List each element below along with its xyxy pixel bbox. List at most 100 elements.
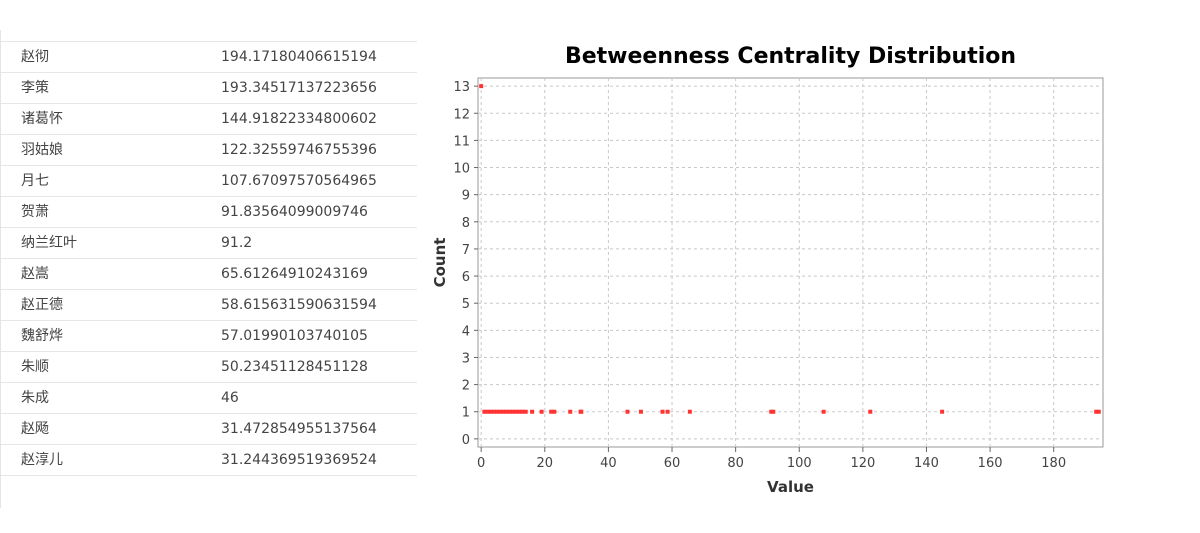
table-row[interactable]: 赵飏 31.472854955137564 (1, 414, 417, 445)
x-tick-label: 180 (1041, 456, 1066, 471)
name-cell: 朱顺 (21, 359, 49, 375)
table-row[interactable]: 赵淳儿 31.244369519369524 (1, 445, 417, 476)
data-point (1094, 409, 1099, 414)
name-cell: 赵嵩 (21, 266, 49, 282)
x-axis-label: Value (767, 478, 814, 496)
data-point (523, 409, 528, 414)
y-tick-label: 2 (462, 379, 470, 394)
data-point (568, 409, 573, 414)
data-point (579, 409, 584, 414)
data-point (530, 409, 535, 414)
name-cell: 魏舒烨 (21, 328, 63, 344)
data-point (638, 409, 643, 414)
x-tick-label: 100 (787, 456, 812, 471)
data-point (482, 409, 487, 414)
plot-area (477, 77, 1104, 448)
data-point (771, 409, 776, 414)
score-cell: 91.2 (221, 235, 253, 251)
data-point (498, 409, 503, 414)
name-cell: 朱成 (21, 390, 49, 406)
column-header-score[interactable]: score (221, 30, 264, 40)
name-cell: 诸葛怀 (21, 111, 63, 127)
table-row[interactable]: 羽姑娘 122.32559746755396 (1, 135, 417, 166)
y-axis-label: Count (431, 238, 449, 288)
table-row[interactable]: 朱成 46 (1, 383, 417, 414)
data-point (507, 409, 512, 414)
score-cell: 31.472854955137564 (221, 421, 377, 437)
data-point (868, 409, 873, 414)
table-row[interactable]: 月七 107.67097570564965 (1, 166, 417, 197)
x-tick-label: 160 (978, 456, 1003, 471)
data-point (665, 409, 670, 414)
score-cell: 144.91822334800602 (221, 111, 377, 127)
score-cell: 50.23451128451128 (221, 359, 368, 375)
x-tick-label: 120 (850, 456, 875, 471)
data-point (520, 409, 525, 414)
data-point (514, 409, 519, 414)
y-tick-label: 11 (453, 134, 470, 149)
data-point (1096, 409, 1101, 414)
name-cell: 赵淳儿 (21, 452, 63, 468)
x-tick-label: 80 (727, 456, 744, 471)
table-row[interactable]: 纳兰红叶 91.2 (1, 228, 417, 259)
x-tick-label: 60 (664, 456, 681, 471)
name-cell: 赵正德 (21, 297, 63, 313)
data-point (769, 409, 774, 414)
data-point (491, 409, 496, 414)
data-point (625, 409, 630, 414)
data-point (552, 409, 557, 414)
name-cell: 赵飏 (21, 421, 49, 437)
column-header-name[interactable]: name (21, 30, 65, 40)
score-cell: 91.83564099009746 (221, 204, 368, 220)
table-body: 赵彻 194.17180406615194 李策 193.34517137223656… (1, 42, 417, 476)
y-tick-label: 0 (462, 433, 470, 448)
x-tick-label: 0 (477, 456, 485, 471)
y-tick-label: 3 (462, 351, 470, 366)
score-cell: 31.244369519369524 (221, 452, 377, 468)
data-table: name score 赵彻 194.17180406615194 李策 193.345… (0, 30, 417, 508)
data-point (660, 409, 665, 414)
name-cell: 月七 (21, 173, 49, 189)
y-tick-label: 13 (453, 80, 470, 95)
data-point (549, 409, 554, 414)
data-point (504, 409, 509, 414)
y-tick-label: 9 (462, 189, 470, 204)
table-row[interactable]: 赵正德 58.615631590631594 (1, 290, 417, 321)
data-point (687, 409, 692, 414)
name-cell: 羽姑娘 (21, 142, 63, 158)
data-point (821, 409, 826, 414)
y-tick-label: 1 (462, 406, 470, 421)
table-row[interactable]: 朱顺 50.23451128451128 (1, 352, 417, 383)
score-cell: 193.34517137223656 (221, 80, 377, 96)
y-tick-label: 5 (462, 297, 470, 312)
name-cell: 赵彻 (21, 49, 49, 65)
x-tick-label: 140 (914, 456, 939, 471)
score-cell: 122.32559746755396 (221, 142, 377, 158)
data-point (488, 409, 493, 414)
y-tick-label: 10 (453, 162, 470, 177)
table-row[interactable]: 赵嵩 65.61264910243169 (1, 259, 417, 290)
data-point (485, 409, 490, 414)
y-tick-label: 8 (462, 216, 470, 231)
score-cell: 46 (221, 390, 239, 406)
x-tick-label: 20 (537, 456, 554, 471)
table-row[interactable]: 魏舒烨 57.01990103740105 (1, 321, 417, 352)
table-row[interactable]: 贺萧 91.83564099009746 (1, 197, 417, 228)
name-cell: 贺萧 (21, 204, 49, 220)
table-row[interactable]: 李策 193.34517137223656 (1, 73, 417, 104)
score-cell: 107.67097570564965 (221, 173, 377, 189)
table-row[interactable]: 赵彻 194.17180406615194 (1, 42, 417, 73)
table-row[interactable]: 诸葛怀 144.91822334800602 (1, 104, 417, 135)
data-point (501, 409, 506, 414)
y-tick-label: 4 (462, 324, 470, 339)
data-point (517, 409, 522, 414)
score-cell: 58.615631590631594 (221, 297, 377, 313)
score-cell: 65.61264910243169 (221, 266, 368, 282)
data-point (510, 409, 515, 414)
name-cell: 纳兰红叶 (21, 235, 77, 251)
y-tick-label: 12 (453, 107, 470, 122)
y-tick-label: 6 (462, 270, 470, 285)
data-point (495, 409, 500, 414)
table-header-row: name score (1, 30, 417, 42)
